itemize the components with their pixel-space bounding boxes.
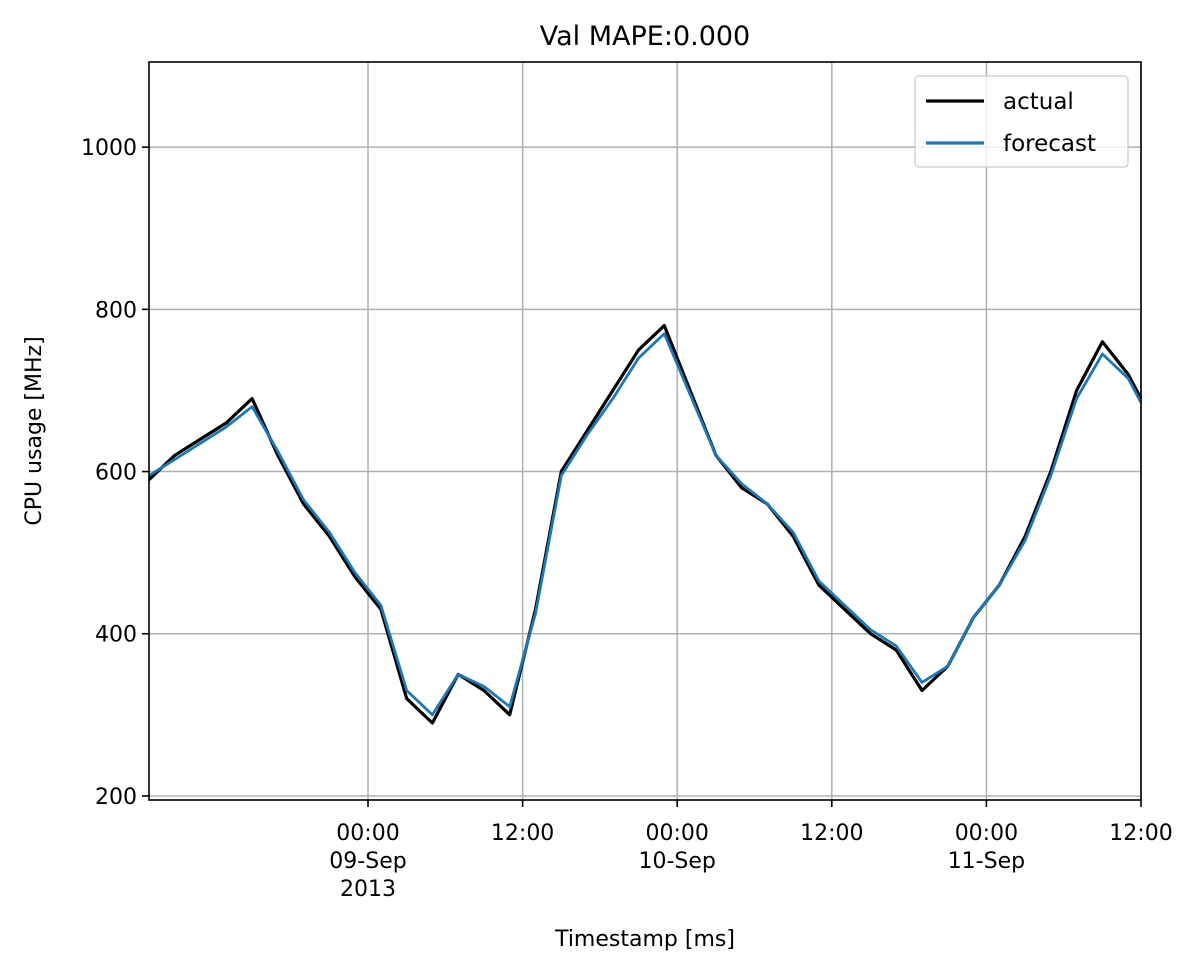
x-tick-label: 00:00 (336, 821, 399, 846)
x-tick-label: 12:00 (1109, 821, 1172, 846)
series-group (147, 324, 1143, 725)
x-tick-label: 10-Sep (639, 849, 716, 874)
chart-title: Val MAPE:0.000 (540, 21, 751, 52)
series-line-forecast (148, 332, 1143, 717)
legend-label-actual: actual (1003, 89, 1074, 115)
y-tick-label: 200 (95, 785, 137, 810)
y-tick-label: 1000 (81, 136, 137, 161)
x-tick-label: 09-Sep (329, 849, 406, 874)
legend-label-forecast: forecast (1003, 131, 1096, 157)
x-tick-label: 00:00 (955, 821, 1018, 846)
y-tick-label: 600 (95, 461, 137, 486)
x-axis-label: Timestamp [ms] (554, 927, 735, 952)
x-tick-label: 11-Sep (948, 849, 1025, 874)
plot-frame (148, 61, 1142, 801)
y-tick-label: 400 (95, 623, 137, 648)
legend: actual forecast (914, 75, 1129, 168)
x-tick-label: 12:00 (800, 821, 863, 846)
x-tick-label: 2013 (340, 877, 396, 902)
x-axis: 00:00 09-Sep 2013 12:00 00:00 10-Sep 12:00 00:0… (329, 800, 1173, 902)
y-axis-label: CPU usage [MHz] (22, 336, 47, 525)
x-tick-label: 00:00 (646, 821, 709, 846)
y-tick-label: 800 (95, 298, 137, 323)
y-axis: 200 400 600 800 1000 (81, 136, 149, 810)
x-tick-label: 12:00 (491, 821, 554, 846)
